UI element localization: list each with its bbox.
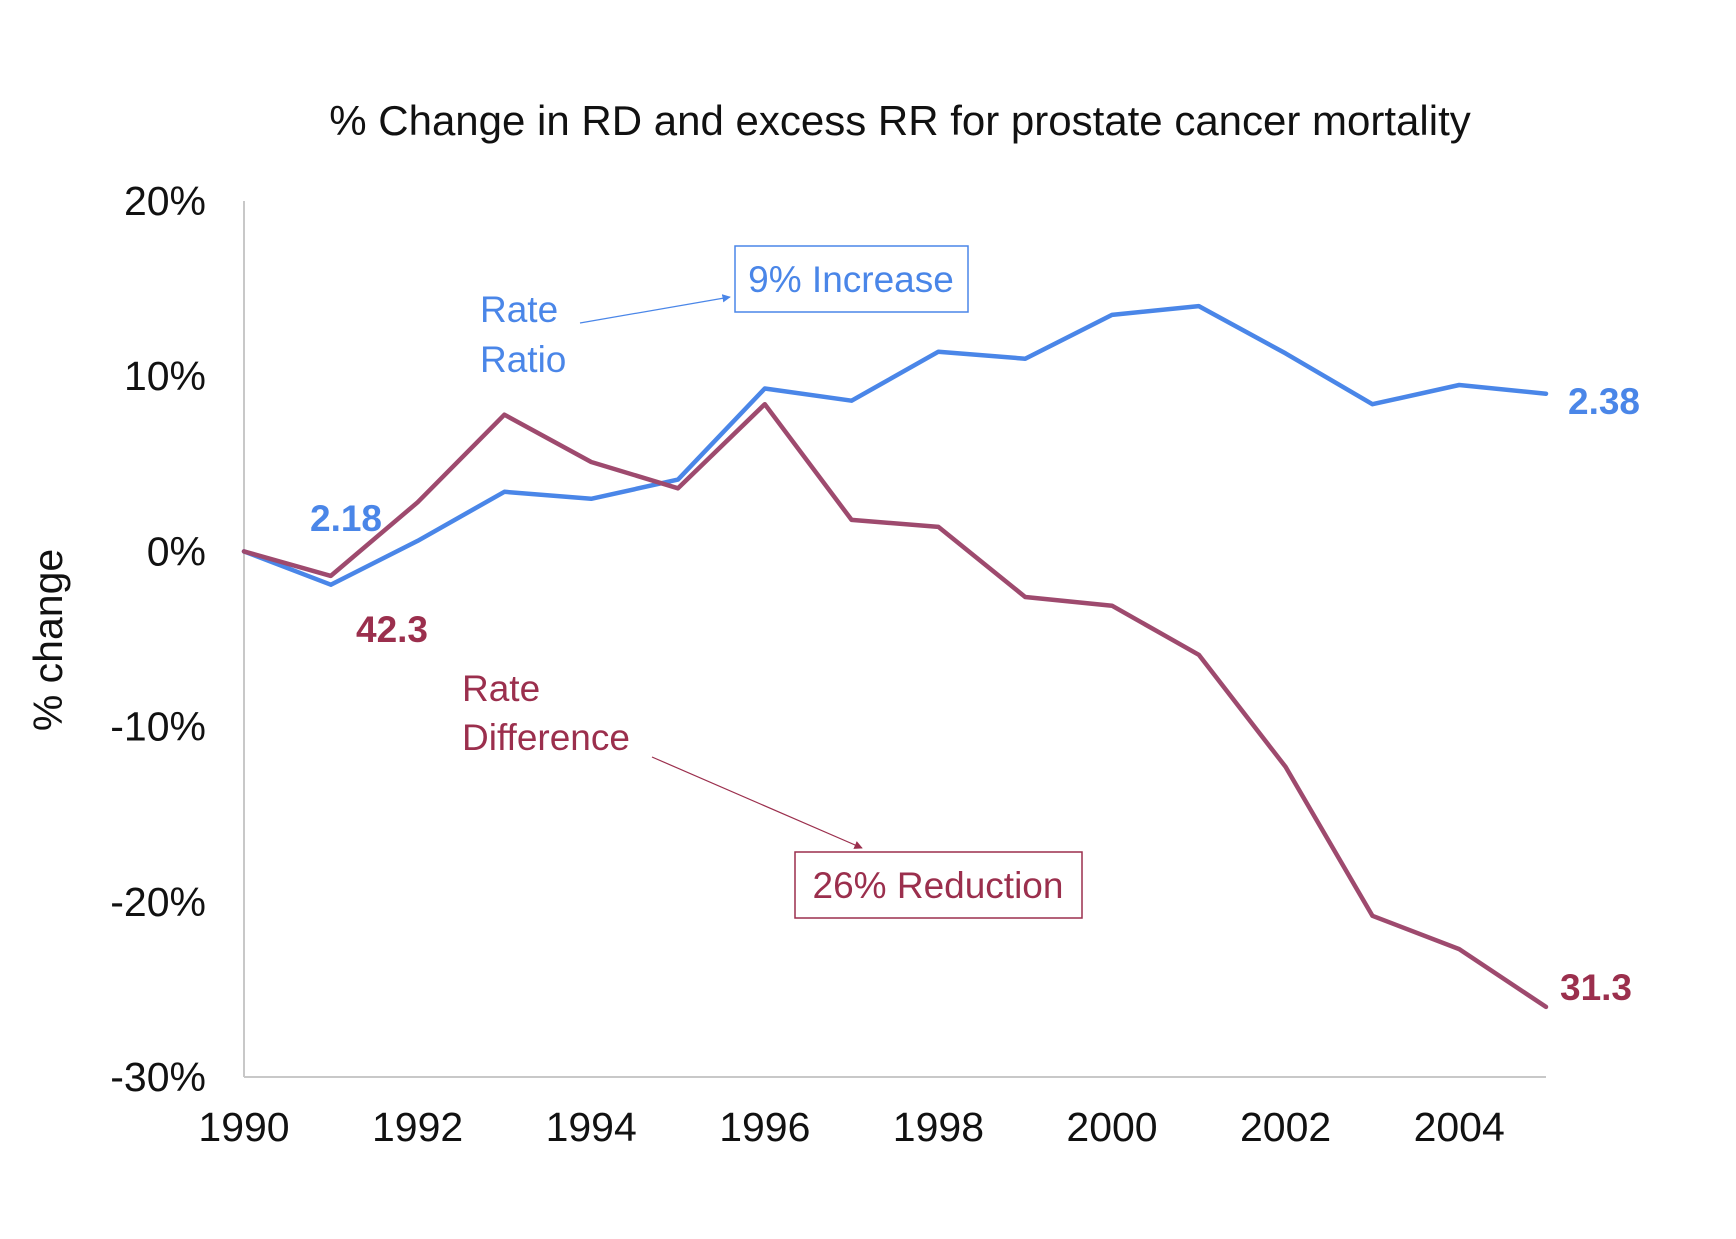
y-tick-label: 0%	[147, 528, 206, 574]
x-tick-label: 1996	[719, 1104, 810, 1150]
rate-difference-callout-text: 26% Reduction	[813, 865, 1064, 906]
rate-ratio-end-value: 2.38	[1568, 381, 1640, 422]
x-tick-label: 2000	[1066, 1104, 1157, 1150]
chart-title: % Change in RD and excess RR for prostat…	[329, 97, 1471, 144]
x-tick-label: 1992	[372, 1104, 463, 1150]
rate-ratio-label-line1: Rate	[480, 289, 558, 330]
series-line-rd	[241, 401, 1549, 1010]
rate-difference-label-line2: Difference	[462, 717, 630, 758]
rate-ratio-callout-box	[734, 245, 969, 313]
series-layer	[241, 303, 1549, 1010]
rate-ratio-label-line2: Ratio	[480, 339, 566, 380]
x-axis-ticks: 1990 1992 1994 1996 1998 2000 2002 2004	[198, 1104, 1504, 1150]
rate-difference-arrow	[651, 756, 863, 849]
y-tick-label: -20%	[110, 879, 206, 925]
y-tick-label: -10%	[110, 704, 206, 750]
y-axis-ticks: 20% 10% 0% -10% -20% -30%	[110, 178, 206, 1100]
x-tick-label: 1998	[893, 1104, 984, 1150]
rate-difference-label-line1: Rate	[462, 668, 540, 709]
y-tick-label: 10%	[124, 353, 206, 399]
x-tick-label: 1994	[546, 1104, 637, 1150]
x-tick-label: 2004	[1414, 1104, 1505, 1150]
series-line-rr	[241, 303, 1549, 587]
x-tick-label: 1990	[198, 1104, 289, 1150]
x-tick-label: 2002	[1240, 1104, 1331, 1150]
rate-ratio-start-value: 2.18	[310, 498, 382, 539]
y-axis-label: % change	[25, 549, 71, 731]
rate-difference-callout-box	[794, 851, 1083, 919]
rate-ratio-callout-text: 9% Increase	[748, 259, 954, 300]
y-tick-label: 20%	[124, 178, 206, 224]
rate-difference-end-value: 31.3	[1560, 967, 1632, 1008]
y-tick-label: -30%	[110, 1054, 206, 1100]
rate-ratio-arrow	[579, 294, 731, 324]
rate-difference-start-value: 42.3	[356, 609, 428, 650]
annotations: Rate Ratio 9% Increase Rate Difference 2…	[310, 245, 1640, 1008]
